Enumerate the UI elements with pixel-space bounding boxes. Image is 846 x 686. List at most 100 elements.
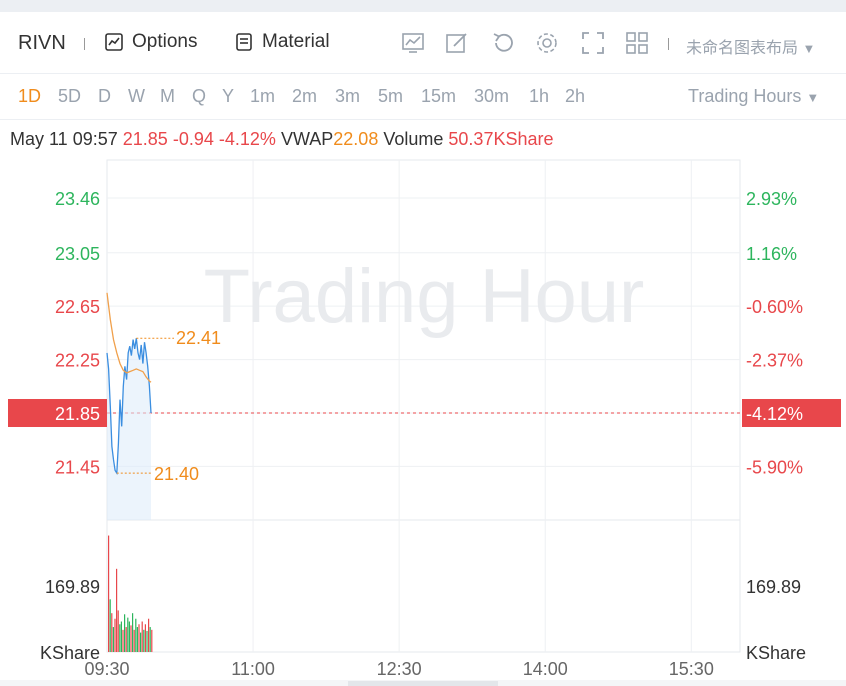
x-tick: 15:30	[669, 659, 714, 679]
current-pct-label: -4.12%	[746, 404, 803, 424]
period-bar: Trading Hours ▼ 1D 5D D W M Q Y 1m 2m 3m 5m 15m 30m 1…	[0, 74, 846, 120]
volume-bar	[148, 618, 150, 652]
x-tick: 12:30	[377, 659, 422, 679]
price-area-fill	[107, 338, 151, 520]
current-price-badge-left	[8, 399, 107, 427]
vwap-label: VWAP	[280, 129, 334, 149]
period-tab-2m[interactable]: 2m	[292, 86, 318, 106]
volume-label: Volume	[383, 129, 444, 149]
volume-bar	[111, 613, 113, 652]
options-label: Options	[132, 31, 198, 52]
current-pct-badge-right	[742, 399, 841, 427]
material-label: Material	[262, 31, 330, 52]
chart-watermark: Trading Hour	[204, 254, 645, 339]
bottom-scroll-thumb	[348, 681, 498, 686]
x-tick: 11:00	[231, 659, 275, 679]
period-tab-5m[interactable]: 5m	[378, 86, 404, 106]
toolbar-divider	[84, 38, 85, 50]
volume-bar	[117, 610, 119, 652]
material-button[interactable]: Material	[234, 31, 330, 53]
y-tick-right: -0.60%	[746, 297, 803, 317]
plot-frame	[106, 159, 741, 653]
volume-bar	[114, 618, 116, 652]
trading-hours-select[interactable]: Trading Hours ▼	[688, 86, 819, 107]
volume-bar	[146, 630, 148, 652]
y-tick-right: 1.16%	[746, 244, 797, 264]
y-tick-left: 22.65	[55, 297, 100, 317]
layout-select[interactable]: 未命名图表布局 ▼	[686, 34, 815, 58]
grid-layout-icon[interactable]	[624, 30, 650, 56]
refresh-icon[interactable]	[490, 30, 516, 56]
volume-unit-right: KShare	[746, 643, 806, 663]
period-tab-d[interactable]: D	[98, 86, 111, 106]
volume-bar	[143, 629, 145, 652]
volume-bar	[136, 627, 138, 652]
caret-down-icon: ▼	[806, 90, 820, 105]
y-tick-left: 23.46	[55, 189, 100, 209]
chart-box-icon	[105, 33, 123, 51]
fullscreen-icon[interactable]	[580, 30, 606, 56]
volume-bar	[124, 614, 126, 652]
volume-bar	[149, 627, 151, 652]
quote-price: 21.85	[122, 129, 168, 149]
ticker-symbol[interactable]: RIVN	[18, 32, 66, 54]
high-marker-label: 22.41	[176, 328, 221, 348]
period-tab-2h[interactable]: 2h	[565, 86, 586, 106]
chart-toolbar: RIVN Options Material	[0, 12, 846, 74]
volume-unit-left: KShare	[40, 643, 100, 663]
low-marker-label: 21.40	[154, 464, 199, 484]
options-button[interactable]: Options	[104, 31, 197, 53]
vwap-series-line	[106, 292, 152, 383]
trading-hours-label: Trading Hours	[688, 86, 802, 106]
volume-bar	[132, 613, 134, 652]
y-tick-right: -2.37%	[746, 351, 803, 371]
period-tab-1d[interactable]: 1D	[18, 86, 42, 106]
document-icon	[236, 33, 252, 51]
volume-bar	[135, 618, 137, 652]
volume-bar	[140, 632, 142, 652]
draw-edit-icon[interactable]	[444, 30, 470, 56]
quote-change-pct: -4.12%	[218, 129, 276, 149]
volume-bar	[144, 624, 146, 652]
y-tick-left: 21.45	[55, 457, 100, 477]
volume-bar	[133, 629, 135, 652]
volume-bar	[130, 625, 132, 652]
indicator-icon[interactable]	[400, 30, 426, 56]
volume-bar	[122, 629, 124, 652]
y-tick-right: -5.90%	[746, 457, 803, 477]
period-tab-w[interactable]: W	[128, 86, 145, 106]
window-top-strip	[0, 0, 846, 12]
period-tab-1h[interactable]: 1h	[529, 86, 550, 106]
vwap-value: 22.08	[333, 129, 379, 149]
period-tab-15m[interactable]: 15m	[421, 86, 457, 106]
y-tick-right: 2.93%	[746, 189, 797, 209]
volume-bar	[116, 568, 118, 652]
volume-bar	[127, 617, 129, 652]
settings-gear-icon[interactable]	[534, 30, 560, 56]
period-tab-5d[interactable]: 5D	[58, 86, 82, 106]
x-tick: 14:00	[523, 659, 568, 679]
volume-bar	[120, 621, 122, 652]
period-tab-1m[interactable]: 1m	[250, 86, 276, 106]
period-tab-30m[interactable]: 30m	[474, 86, 510, 106]
volume-bar	[138, 624, 140, 652]
volume-bar	[112, 627, 114, 652]
volume-bar	[141, 621, 143, 652]
period-tab-y[interactable]: Y	[222, 86, 235, 106]
volume-bar	[109, 599, 111, 652]
toolbar-divider	[668, 38, 669, 50]
volume-value: 50.37KShare	[448, 129, 554, 149]
period-tab-3m[interactable]: 3m	[335, 86, 361, 106]
period-tab-q[interactable]: Q	[192, 86, 207, 106]
volume-bar	[125, 627, 127, 652]
period-tab-m[interactable]: M	[160, 86, 175, 106]
price-series-line	[106, 338, 152, 476]
x-tick: 09:30	[84, 659, 129, 679]
volume-bar	[151, 629, 153, 652]
volume-bar	[119, 624, 121, 652]
quote-datetime: May 11 09:57	[10, 129, 118, 149]
quote-info-line: May 11 09:57 21.85 -0.94 -4.12% VWAP22.0…	[10, 129, 554, 150]
caret-down-icon: ▼	[802, 41, 816, 56]
layout-select-label: 未命名图表布局	[686, 40, 799, 57]
